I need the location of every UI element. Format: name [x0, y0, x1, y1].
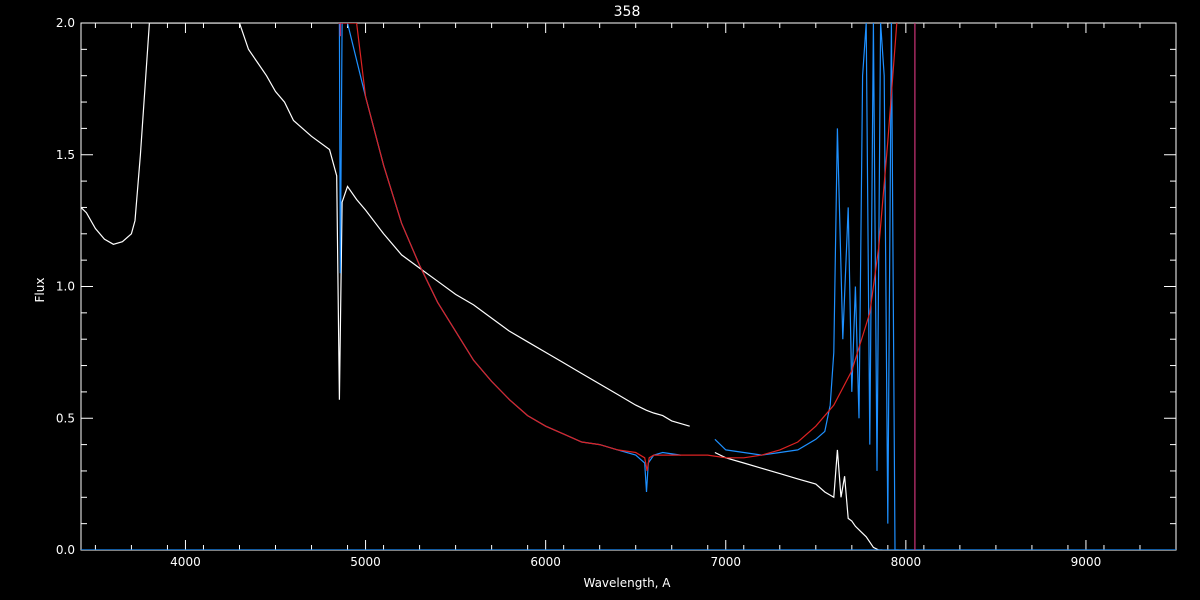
- x-axis-title: Wavelength, A: [583, 576, 671, 590]
- y-tick-label: 1.5: [56, 148, 75, 162]
- y-axis-title: Flux: [33, 278, 47, 303]
- x-tick-label: 4000: [170, 555, 201, 569]
- x-tick-label: 8000: [891, 555, 922, 569]
- axis-ticks: 4000 5000 6000 7000 8000 9000 0.0 0.5 1.0 1.5 2.0: [56, 16, 1177, 569]
- series-1-segment-1: [714, 23, 899, 550]
- x-tick-label: 7000: [710, 555, 741, 569]
- x-tick-label: 6000: [530, 555, 561, 569]
- series-layer: [81, 23, 1176, 550]
- y-tick-label: 0.5: [56, 411, 75, 425]
- chart-title: 358: [614, 4, 641, 20]
- x-tick-label: 5000: [350, 555, 381, 569]
- y-tick-label: 1.0: [56, 280, 75, 294]
- y-tick-label: 2.0: [56, 16, 75, 30]
- series-0-segment-0: [81, 23, 690, 427]
- x-tick-label: 9000: [1071, 555, 1102, 569]
- series-0-segment-1: [714, 449, 883, 550]
- y-tick-label: 0.0: [56, 543, 75, 557]
- series-2-segment-0: [338, 23, 898, 472]
